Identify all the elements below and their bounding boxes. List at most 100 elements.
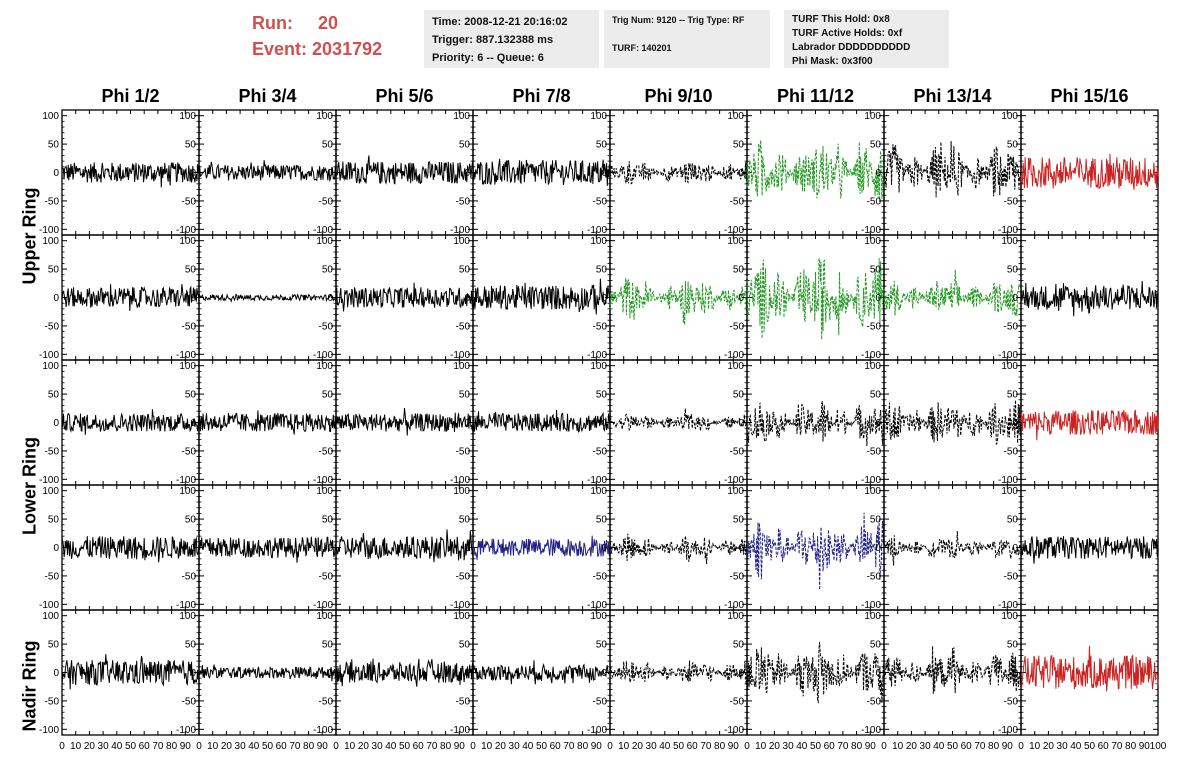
y-tick-label: 0	[1012, 543, 1018, 554]
y-tick-label: -100	[39, 600, 59, 611]
x-tick-label: 50	[262, 741, 274, 752]
y-tick-label: -50	[867, 321, 882, 332]
x-tick-label: 80	[851, 741, 863, 752]
x-tick-label: 0	[59, 741, 65, 752]
y-tick-label: 0	[1012, 418, 1018, 429]
x-tick-label: 70	[563, 741, 575, 752]
y-tick-label: -50	[867, 446, 882, 457]
y-tick-label: -50	[319, 196, 334, 207]
waveform-series	[746, 641, 885, 705]
y-tick-label: -100	[313, 725, 333, 736]
y-tick-label: 0	[738, 543, 744, 554]
y-tick-label: 50	[596, 515, 608, 526]
x-tick-label: 60	[139, 741, 151, 752]
y-tick-label: 100	[316, 236, 333, 247]
waveform-series	[61, 536, 200, 563]
y-tick-label: -50	[593, 571, 608, 582]
x-tick-label: 30	[920, 741, 932, 752]
run-event-block: Run: 20 Event: 2031792	[252, 10, 422, 62]
x-tick-label: 80	[577, 741, 589, 752]
y-tick-label: 0	[464, 668, 470, 679]
y-tick-label: -50	[45, 696, 60, 707]
y-tick-label: 50	[48, 640, 60, 651]
x-tick-label: 0	[196, 741, 202, 752]
y-tick-label: 50	[1007, 140, 1019, 151]
y-tick-label: -100	[724, 725, 744, 736]
x-tick-label: 70	[152, 741, 164, 752]
y-tick-label: 0	[738, 668, 744, 679]
waveform-series	[746, 512, 885, 590]
x-tick-label: 30	[783, 741, 795, 752]
y-tick-label: -50	[182, 196, 197, 207]
y-tick-label: 0	[464, 418, 470, 429]
y-tick-label: 0	[1012, 168, 1018, 179]
x-tick-label: 20	[221, 741, 233, 752]
y-tick-label: -100	[313, 475, 333, 486]
waveform-series	[472, 660, 611, 685]
y-tick-label: -50	[593, 321, 608, 332]
y-tick-label: 100	[1001, 111, 1018, 122]
x-tick-label: 50	[399, 741, 411, 752]
y-tick-label: 100	[42, 111, 59, 122]
x-tick-label: 90	[180, 741, 192, 752]
time-text: Time: 2008-12-21 20:16:02	[432, 16, 568, 28]
y-tick-label: 100	[864, 236, 881, 247]
y-tick-label: -50	[319, 446, 334, 457]
x-tick-label: 20	[769, 741, 781, 752]
y-tick-label: 50	[459, 140, 471, 151]
x-tick-label: 60	[550, 741, 562, 752]
y-tick-label: -100	[176, 225, 196, 236]
trigger-text: Trigger: 887.132388 ms	[432, 34, 554, 46]
y-tick-label: -100	[450, 350, 470, 361]
y-tick-label: 50	[1007, 390, 1019, 401]
y-tick-label: 100	[179, 111, 196, 122]
column-title-phi-1-2: Phi 1/2	[101, 86, 160, 106]
y-tick-label: 100	[1001, 486, 1018, 497]
y-tick-label: -100	[176, 350, 196, 361]
y-tick-label: -50	[182, 571, 197, 582]
y-tick-label: -100	[998, 600, 1018, 611]
y-tick-label: 50	[459, 640, 471, 651]
x-tick-label: 70	[426, 741, 438, 752]
y-tick-label: -100	[39, 725, 59, 736]
y-tick-label: 50	[48, 515, 60, 526]
y-tick-label: 100	[179, 611, 196, 622]
y-tick-label: 100	[453, 611, 470, 622]
x-tick-label: 40	[385, 741, 397, 752]
run-line: Run: 20	[252, 10, 422, 36]
y-tick-label: -100	[176, 725, 196, 736]
x-tick-label: 50	[947, 741, 959, 752]
y-tick-label: -100	[861, 225, 881, 236]
y-tick-label: 100	[864, 611, 881, 622]
y-tick-label: 100	[864, 111, 881, 122]
waveform-series	[1020, 153, 1159, 190]
x-tick-label: 0	[333, 741, 339, 752]
y-tick-label: -50	[45, 196, 60, 207]
y-tick-label: 50	[596, 640, 608, 651]
event-line: Event: 2031792	[252, 36, 422, 62]
y-tick-label: 0	[53, 668, 59, 679]
y-tick-label: 0	[53, 293, 59, 304]
y-tick-label: 0	[53, 543, 59, 554]
run-label: Run:	[252, 13, 293, 33]
waveform-series	[883, 399, 1022, 446]
y-tick-label: -100	[313, 225, 333, 236]
y-tick-label: -100	[724, 350, 744, 361]
y-tick-label: 0	[601, 168, 607, 179]
y-tick-label: -50	[182, 696, 197, 707]
x-tick-label: 90	[865, 741, 877, 752]
x-tick-label: 90	[728, 741, 740, 752]
y-tick-label: 50	[322, 140, 334, 151]
waveform-series	[335, 282, 474, 312]
y-tick-label: 0	[190, 168, 196, 179]
y-tick-label: 0	[875, 168, 881, 179]
y-tick-label: 50	[48, 265, 60, 276]
x-tick-label: 90	[591, 741, 603, 752]
y-tick-label: 50	[185, 390, 197, 401]
x-tick-label: 30	[235, 741, 247, 752]
y-tick-label: -100	[861, 350, 881, 361]
column-title-phi-3-4: Phi 3/4	[238, 86, 297, 106]
y-tick-label: 50	[459, 390, 471, 401]
y-tick-label: -50	[593, 196, 608, 207]
y-tick-label: -50	[730, 196, 745, 207]
